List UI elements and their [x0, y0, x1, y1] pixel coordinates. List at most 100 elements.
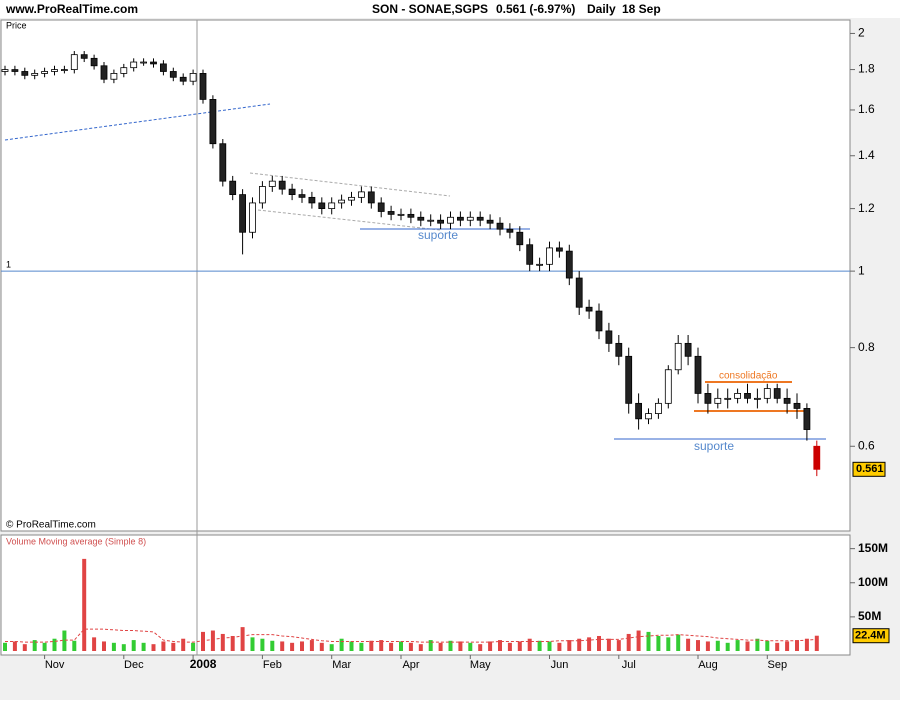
- y-tick-label: 1.8: [858, 62, 875, 76]
- volume-bar: [171, 642, 176, 651]
- candle-body: [674, 342, 682, 371]
- candle-body: [268, 180, 276, 187]
- last-price-box: [852, 461, 886, 477]
- volume-bar: [369, 640, 374, 651]
- annotations: suporte consolidação suporte: [4, 103, 826, 453]
- volume-bar: [577, 638, 582, 651]
- volume-bar: [260, 638, 265, 651]
- volume-bar: [557, 642, 562, 651]
- volume-bar: [646, 631, 651, 651]
- volume-bar: [488, 641, 493, 651]
- candle-body: [357, 191, 365, 198]
- volume-bar: [547, 641, 552, 651]
- x-tick-label: Jun: [551, 659, 569, 671]
- candle-body: [377, 202, 385, 212]
- y-tick-label: 150M: [858, 541, 888, 555]
- candle-body: [249, 202, 256, 233]
- candle-body: [100, 65, 108, 80]
- annotation: consolidação: [719, 371, 778, 382]
- candle-body: [417, 216, 425, 221]
- candle-body: [565, 250, 573, 279]
- volume-bar: [359, 642, 364, 651]
- volume-bar: [527, 638, 532, 651]
- volume-bar: [804, 638, 809, 651]
- volume-bar: [686, 638, 691, 651]
- volume-bar: [230, 635, 235, 651]
- candle-body: [684, 342, 692, 357]
- candle-body: [476, 216, 484, 221]
- volume-bar: [52, 638, 57, 651]
- volume-bar: [42, 642, 47, 651]
- candle-body: [159, 63, 167, 72]
- candle-body: [397, 213, 405, 216]
- volume-bar: [62, 630, 67, 651]
- candle-body: [783, 397, 791, 404]
- x-tick-label: Mar: [332, 659, 351, 671]
- volume-bar: [3, 642, 7, 651]
- volume-bar: [775, 642, 780, 651]
- y-label: Price: [6, 20, 27, 30]
- candle-body: [427, 219, 435, 222]
- y-tick-label: 100M: [858, 575, 888, 589]
- volume-bar: [82, 558, 87, 651]
- candle-body: [486, 219, 494, 224]
- last-volume-label: 22.4M: [855, 630, 886, 642]
- volume-bar: [141, 642, 146, 651]
- candle-body: [407, 213, 415, 218]
- candle-body: [120, 67, 128, 74]
- header-bar: [0, 0, 900, 18]
- volume-bar: [111, 642, 116, 651]
- volume-bar: [329, 644, 334, 651]
- candle-body: [556, 247, 563, 252]
- volume-panel: [0, 534, 851, 656]
- candle-body: [209, 99, 217, 145]
- candle-body: [526, 244, 534, 265]
- candle-body: [338, 199, 346, 204]
- quote: 0.561 (-6.97%): [496, 2, 575, 16]
- volume-bar: [181, 638, 186, 651]
- y-tick-label: 1.2: [858, 201, 875, 215]
- volume-bar: [220, 633, 225, 651]
- candle-body: [744, 393, 751, 399]
- volume-title: Volume Moving average (Simple 8): [6, 536, 146, 546]
- candle-body: [437, 219, 445, 224]
- x-tick-label: Apr: [402, 659, 419, 671]
- candle-body: [308, 196, 316, 204]
- candle-body: [694, 355, 702, 394]
- candle-body: [585, 306, 593, 312]
- volume-bar: [349, 641, 354, 651]
- volume-bar: [280, 641, 285, 651]
- volume-bar: [12, 641, 17, 651]
- volume-bar: [814, 635, 819, 651]
- volume-bar: [22, 644, 27, 651]
- candle-body: [348, 196, 355, 201]
- candle-body: [110, 73, 118, 80]
- candle-body: [80, 54, 88, 59]
- volume-bar: [587, 637, 592, 651]
- volume-bar: [102, 641, 106, 651]
- candle-body: [813, 445, 821, 470]
- candle-body: [645, 413, 652, 420]
- volume-bar: [379, 640, 384, 651]
- candle-body: [61, 69, 68, 71]
- y-tick-label: 0.6: [858, 438, 875, 452]
- volume-bar: [399, 641, 403, 651]
- candle-body: [536, 263, 543, 266]
- y-tick-label: 0.8: [858, 340, 875, 354]
- candle-body: [763, 388, 771, 399]
- last-price-label: 0.561: [856, 463, 884, 475]
- volume-bar: [250, 637, 255, 651]
- candle-body: [239, 194, 247, 233]
- volume-bar: [121, 644, 126, 651]
- volume-bar: [240, 627, 245, 651]
- volume-bar: [745, 641, 750, 651]
- volume-bar: [468, 642, 473, 651]
- copyright: © ProRealTime.com: [6, 520, 96, 531]
- volume-bar: [448, 640, 453, 651]
- volume-bar: [270, 640, 275, 651]
- candle-body: [90, 57, 98, 67]
- volume-bar: [201, 631, 205, 651]
- volume-bar: [636, 630, 641, 651]
- x-tick-label: Dec: [124, 659, 144, 671]
- volume-bar: [656, 635, 661, 651]
